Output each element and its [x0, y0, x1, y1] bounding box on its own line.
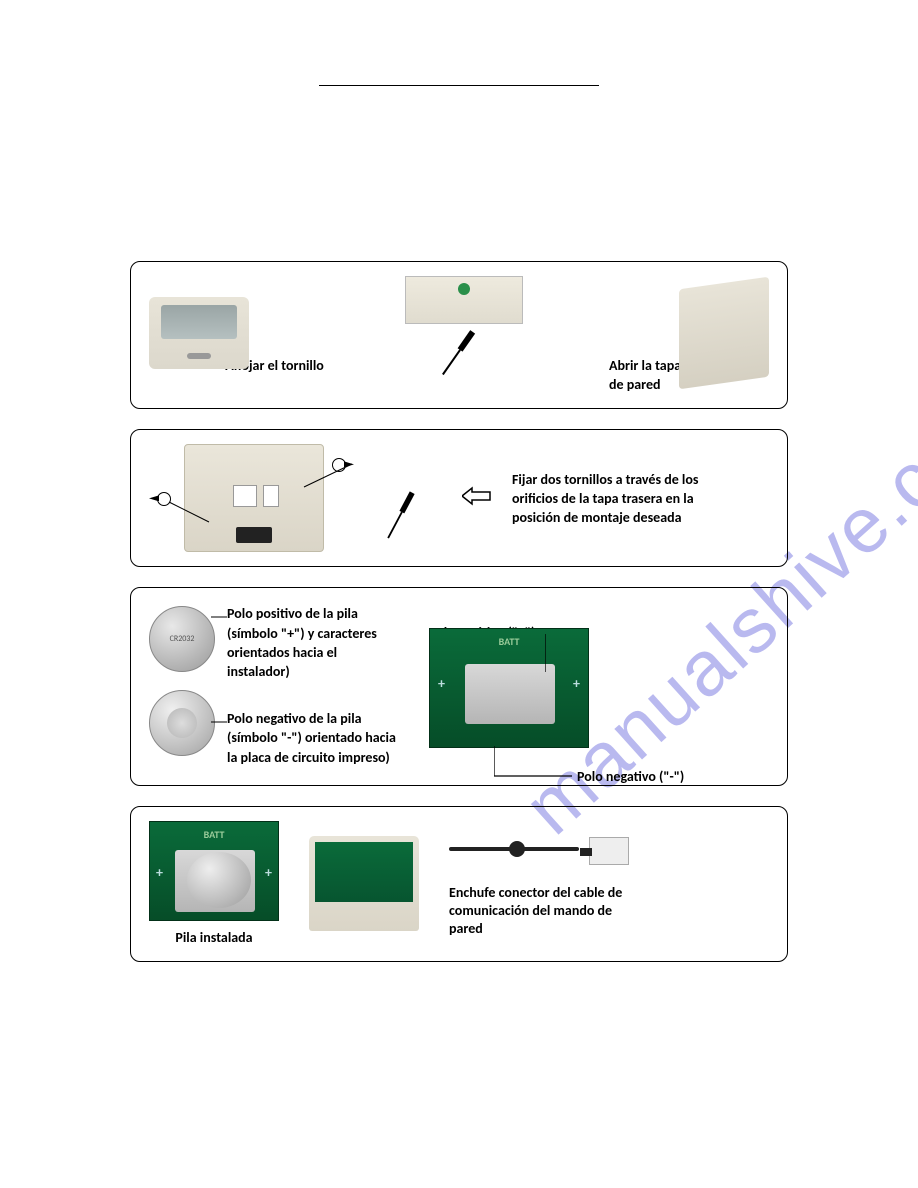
device-pcb-assembled-image	[309, 836, 419, 931]
pointer-line	[494, 746, 574, 786]
battery-model-text: CR2032	[170, 634, 195, 644]
wall-control-front-image	[149, 297, 249, 369]
panel-step-4: BATT + + Pila instalada Enchufe conector…	[130, 806, 788, 962]
caption-fix-screws: Fijar dos tornillos a través de los orif…	[512, 471, 698, 526]
pcb-batt-label: BATT	[499, 635, 520, 648]
panel-step-2: Fijar dos tornillos a través de los orif…	[130, 429, 788, 567]
wall-control-back-image	[405, 276, 523, 324]
label-pcb-negative: Polo negativo ("-")	[577, 768, 684, 786]
pcb-battery-installed-image: BATT + +	[149, 821, 279, 921]
pointer-line	[211, 717, 227, 727]
caption-battery-installed: Pila instalada	[149, 929, 279, 947]
panel-step-3: CR2032 Polo positivo de la pila (símbolo…	[130, 587, 788, 785]
pointer-line	[545, 632, 615, 677]
caption-cable-plug: Enchufe conector del cable de comunicaci…	[449, 884, 649, 939]
battery-positive-image: CR2032	[149, 606, 215, 672]
screwdriver-icon	[371, 475, 452, 556]
header-divider	[319, 85, 599, 86]
battery-negative-image	[149, 690, 215, 756]
screwdriver-icon	[422, 318, 506, 402]
label-battery-positive: Polo positivo de la pila (símbolo "+") y…	[227, 605, 377, 680]
pointer-line	[302, 462, 362, 492]
label-battery-negative: Polo negativo de la pila (símbolo "-") o…	[227, 710, 396, 765]
pointer-line	[211, 612, 227, 622]
panel-step-1: Aflojar el tornillo Abrir la tapa del co…	[130, 261, 788, 409]
pointer-line	[164, 492, 214, 532]
cable-connector-image	[449, 829, 629, 874]
arrow-left-icon	[462, 486, 492, 511]
wall-control-open-image	[679, 277, 769, 390]
pcb-batt-label: BATT	[204, 828, 225, 841]
